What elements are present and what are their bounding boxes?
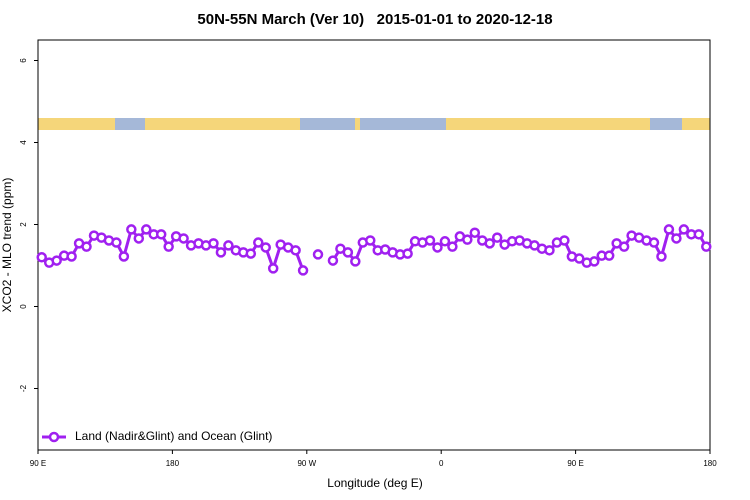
x-tick-label: 90 W [297,459,316,468]
point [208,238,219,249]
point [155,229,167,240]
point [447,241,458,252]
point [178,233,189,244]
point [267,263,279,274]
point [656,251,667,262]
point [701,241,712,252]
legend-marker [48,431,60,443]
x-tick-label: 90 E [567,459,583,468]
point [312,249,324,260]
x-tick-label: 180 [703,459,717,468]
point [462,234,473,245]
map-strip [38,118,710,130]
point [215,247,227,258]
point [66,251,77,262]
point [111,237,122,248]
x-tick-label: 90 E [30,459,46,468]
point [484,238,495,249]
point [424,235,436,246]
point [678,224,690,235]
point [671,233,682,244]
point [141,224,152,235]
legend-label: Land (Nadir&Glint) and Ocean (Glint) [75,429,272,443]
point [559,235,570,246]
y-tick-label: -2 [19,384,28,392]
x-tick-label: 0 [439,459,444,468]
point [297,265,309,276]
point [544,245,555,256]
point [163,241,174,252]
x-axis-label: Longitude (deg E) [327,476,422,490]
legend: Land (Nadir&Glint) and Ocean (Glint) [42,429,272,443]
point [327,255,339,266]
point [290,245,301,256]
point [589,256,600,267]
point [342,247,354,258]
point [402,248,413,259]
point [126,224,137,235]
point [133,233,145,244]
point [574,253,585,264]
point [432,242,443,253]
y-tick-label: 2 [19,222,28,227]
y-tick-label: 6 [19,58,28,63]
point [223,240,234,251]
point [245,248,257,259]
point [118,251,130,262]
point [260,242,271,253]
point [51,255,62,266]
point [603,250,615,261]
point [663,224,675,235]
point [469,227,481,238]
point [350,256,361,267]
point [648,237,660,248]
point [618,241,630,252]
x-tick-label: 180 [166,459,180,468]
point [693,229,705,240]
point [439,236,451,247]
y-tick-label: 4 [19,140,28,145]
point [36,252,47,263]
y-tick-label: 0 [19,304,28,309]
point [491,232,503,243]
chart-title: 50N-55N March (Ver 10) 2015-01-01 to 202… [197,11,552,28]
y-axis-label: XCO2 - MLO trend (ppm) [0,178,14,313]
point [253,237,264,248]
point [365,235,376,246]
point [81,241,92,252]
